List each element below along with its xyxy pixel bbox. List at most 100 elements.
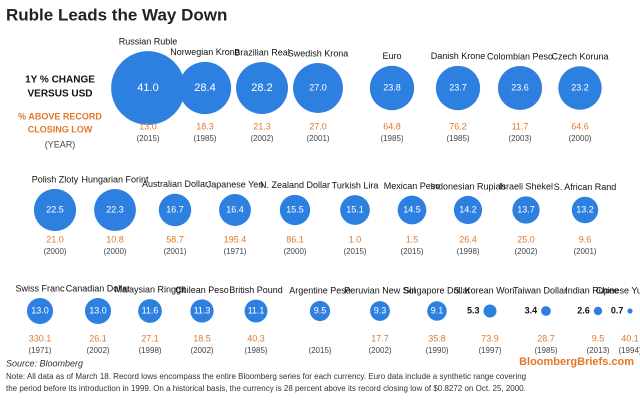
low-year: (2000) bbox=[103, 247, 126, 256]
low-year: (2000) bbox=[568, 134, 591, 143]
bubble-label: 5.3 bbox=[467, 305, 480, 315]
low-year: (1985) bbox=[446, 134, 469, 143]
bubble-label: 0.7 bbox=[611, 305, 624, 315]
currency-name: Turkish Lira bbox=[332, 181, 379, 191]
low-pct: 28.7 bbox=[537, 333, 555, 343]
bubble-label: 9.3 bbox=[374, 305, 387, 315]
bubble-label: 13.2 bbox=[576, 204, 594, 214]
low-pct: 64.8 bbox=[383, 121, 401, 131]
currency-name: Taiwan Dollar bbox=[513, 285, 567, 295]
currency-name: Australian Dollar bbox=[142, 179, 208, 189]
low-year: (2013) bbox=[586, 346, 609, 355]
low-year: (2015) bbox=[136, 134, 159, 143]
currency-name: Hungarian Forint bbox=[81, 174, 149, 184]
bubble-label: 14.2 bbox=[459, 204, 477, 214]
bubble bbox=[593, 306, 603, 316]
low-year: (2002) bbox=[86, 346, 109, 355]
low-pct: 11.7 bbox=[512, 121, 529, 131]
legend-year: (YEAR) bbox=[45, 139, 76, 149]
low-year: (2001) bbox=[306, 134, 329, 143]
currency-name: Indian Rupee bbox=[565, 285, 619, 295]
currency-name: Swedish Krona bbox=[288, 48, 349, 58]
bubble bbox=[369, 65, 415, 111]
currency-name: Colombian Peso bbox=[487, 51, 553, 61]
note: Note: All data as of March 18. Record lo… bbox=[6, 372, 526, 381]
bubble bbox=[33, 188, 77, 232]
currency-name: Singapore Dollar bbox=[403, 285, 470, 295]
low-pct: 1.0 bbox=[349, 234, 362, 244]
currency-name: Chinese Yuan bbox=[596, 285, 640, 295]
bubble-label: 15.5 bbox=[286, 204, 304, 214]
note: the period before its introduction in 19… bbox=[6, 384, 526, 393]
currency-name: Peruvian New Sol bbox=[344, 285, 416, 295]
low-pct: 27.1 bbox=[141, 333, 159, 343]
currency-name: British Pound bbox=[229, 285, 283, 295]
currency-name: Danish Krone bbox=[431, 51, 486, 61]
low-pct: 40.3 bbox=[247, 333, 265, 343]
currency-name: Indonesian Rupiah bbox=[430, 181, 505, 191]
legend-low: CLOSING LOW bbox=[28, 124, 93, 134]
currency-name: Canadian Dollar bbox=[66, 283, 131, 293]
low-pct: 35.8 bbox=[428, 333, 446, 343]
low-year: (1990) bbox=[425, 346, 448, 355]
bubble-label: 22.3 bbox=[106, 204, 124, 214]
bubble bbox=[293, 63, 343, 113]
bubble bbox=[279, 194, 311, 226]
bubble-label: 15.1 bbox=[346, 204, 364, 214]
low-year: (2003) bbox=[508, 134, 531, 143]
low-year: (1971) bbox=[28, 346, 51, 355]
bubble-label: 22.5 bbox=[46, 204, 64, 214]
bubble-label: 28.2 bbox=[251, 82, 272, 94]
bubble bbox=[571, 196, 599, 224]
low-year: (1985) bbox=[193, 134, 216, 143]
bubble-label: 27.0 bbox=[309, 82, 327, 92]
bubble-label: 3.4 bbox=[525, 305, 538, 315]
bubble-label: 9.5 bbox=[314, 305, 327, 315]
brand: BloombergBriefs.com bbox=[519, 356, 634, 368]
bubble bbox=[558, 66, 602, 110]
bubble bbox=[541, 306, 551, 316]
bubble bbox=[512, 196, 540, 224]
currency-name: S. Korean Won bbox=[454, 285, 515, 295]
chart-title: Ruble Leads the Way Down bbox=[6, 5, 227, 24]
low-year: (1994) bbox=[618, 346, 640, 355]
low-year: (2001) bbox=[573, 247, 596, 256]
low-year: (2000) bbox=[283, 247, 306, 256]
low-year: (1985) bbox=[244, 346, 267, 355]
low-year: (2015) bbox=[343, 247, 366, 256]
currency-name: Russian Ruble bbox=[119, 37, 178, 47]
currency-name: Euro bbox=[382, 51, 401, 61]
bubble-label: 13.7 bbox=[517, 204, 535, 214]
low-pct: 9.6 bbox=[579, 234, 592, 244]
bubble-label: 9.1 bbox=[431, 305, 444, 315]
bubble bbox=[427, 301, 447, 321]
bubble bbox=[483, 304, 497, 318]
bubble-label: 16.7 bbox=[166, 204, 184, 214]
low-pct: 1.5 bbox=[406, 234, 419, 244]
low-pct: 18.3 bbox=[196, 121, 214, 131]
bubble-label: 11.1 bbox=[248, 305, 265, 315]
currency-name: Czech Koruna bbox=[551, 52, 608, 62]
low-year: (1998) bbox=[138, 346, 161, 355]
low-pct: 9.5 bbox=[592, 333, 605, 343]
bubble-label: 13.0 bbox=[31, 305, 49, 315]
low-year: (1998) bbox=[456, 247, 479, 256]
low-year: (2001) bbox=[163, 247, 186, 256]
bubble-label: 11.3 bbox=[194, 305, 211, 315]
bubble bbox=[219, 194, 251, 226]
currency-name: S. African Rand bbox=[554, 182, 617, 192]
bubble bbox=[497, 65, 543, 111]
bubble-label: 23.7 bbox=[449, 82, 467, 92]
low-year: (1985) bbox=[380, 134, 403, 143]
bubble bbox=[190, 299, 214, 323]
low-pct: 13.0 bbox=[139, 121, 157, 131]
currency-name: Swiss Franc bbox=[15, 283, 65, 293]
low-pct: 27.0 bbox=[309, 121, 327, 131]
low-pct: 86.1 bbox=[286, 234, 304, 244]
low-pct: 26.1 bbox=[89, 333, 107, 343]
low-pct: 195.4 bbox=[224, 234, 247, 244]
currency-name: Chilean Peso bbox=[175, 285, 229, 295]
low-pct: 26.4 bbox=[459, 234, 477, 244]
low-pct: 21.3 bbox=[253, 121, 271, 131]
